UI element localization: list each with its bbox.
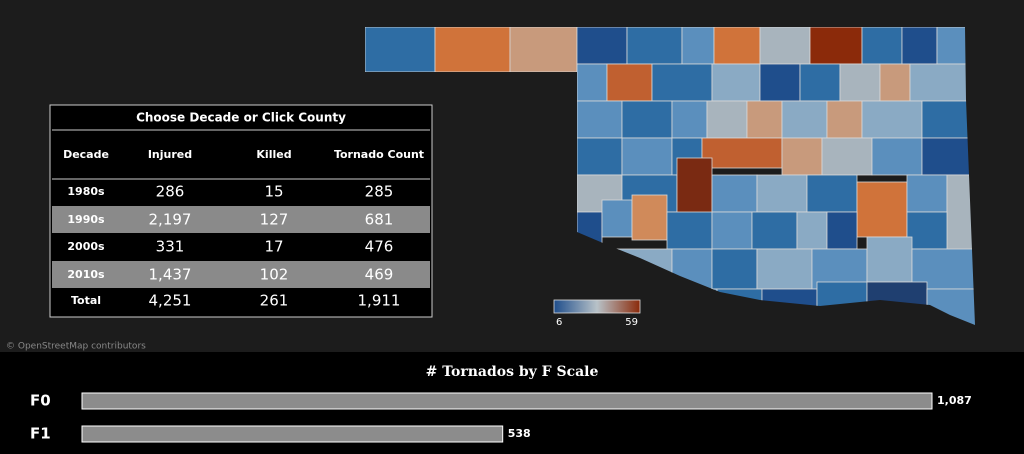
legend-min: 6 [556,317,562,328]
row-label: Total [71,294,101,307]
legend-max: 59 [625,317,638,328]
column-header: Tornado Count [334,148,424,161]
table-cell: 102 [260,266,289,284]
bar [81,392,933,410]
table-cell: 15 [264,183,283,201]
table-cell: 681 [365,211,394,229]
table-cell: 2,197 [149,211,192,229]
table-cell: 476 [365,238,394,256]
table-cell: 331 [156,238,185,256]
value-label: 1,087 [937,394,972,407]
row-label: 1990s [67,213,105,226]
table-cell: 1,911 [358,292,401,310]
decade-table[interactable]: Choose Decade or Click County [49,104,433,318]
attribution: © OpenStreetMap contributors [6,342,146,352]
table-cell: 17 [264,238,283,256]
chart-title: # Tornados by F Scale [426,364,599,380]
row-label: 2010s [67,268,105,281]
value-label: 538 [508,427,531,440]
table-cell: 261 [260,292,289,310]
table-cell: 286 [156,183,185,201]
column-header: Injured [148,148,192,161]
column-header: Decade [63,148,109,161]
category-label: F0 [30,392,51,410]
table-cell: 4,251 [149,292,192,310]
column-header: Killed [256,148,291,161]
table-cell: 127 [260,211,289,229]
table-cell: 1,437 [149,266,192,284]
table-cell: 285 [365,183,394,201]
bar [81,425,504,443]
row-label: 2000s [67,240,105,253]
table-cell: 469 [365,266,394,284]
category-label: F1 [30,425,51,443]
county-map[interactable] [365,27,977,329]
row-label: 1980s [67,185,105,198]
color-legend [553,299,641,314]
table-title: Choose Decade or Click County [136,111,346,125]
